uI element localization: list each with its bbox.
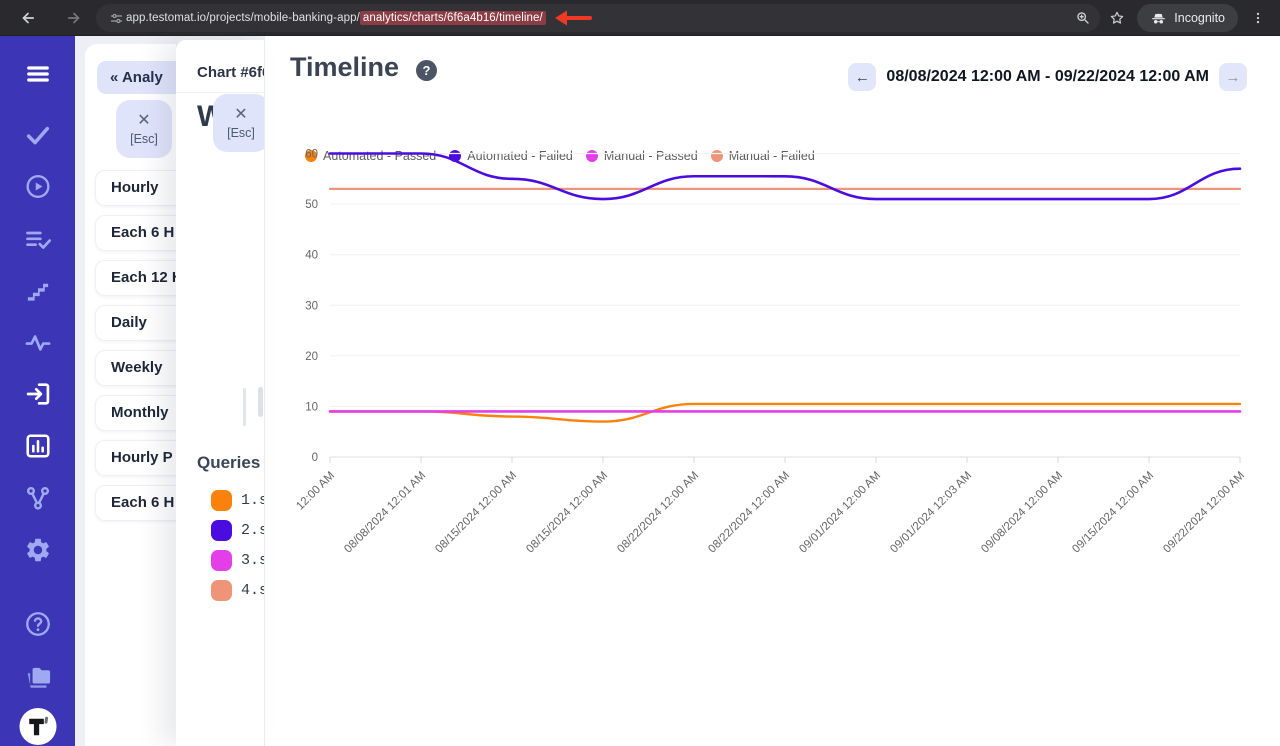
gear-icon[interactable] [24, 536, 52, 564]
branch-icon[interactable] [24, 484, 52, 512]
pulse-icon[interactable] [24, 329, 52, 357]
y-axis-tick-label: 0 [312, 452, 318, 464]
browser-toolbar: app.testomat.io/projects/mobile-banking-… [0, 0, 1280, 36]
query-row[interactable]: 4.s [211, 580, 264, 601]
close-icon: ✕ [234, 105, 248, 123]
x-axis-tick-label: 08/15/2024 12:00 AM [433, 470, 519, 556]
menu-icon[interactable] [23, 61, 53, 87]
prev-range-button[interactable]: ← [848, 63, 877, 91]
back-arrow-icon[interactable] [14, 4, 42, 32]
list-check-icon[interactable] [24, 226, 52, 254]
query-label: 2.s [241, 522, 264, 539]
app-sidebar [0, 36, 75, 746]
x-axis-tick-label: 08/22/2024 12:00 AM [706, 470, 792, 556]
url-text: app.testomat.io/projects/mobile-banking-… [126, 11, 546, 25]
y-axis-tick-label: 60 [305, 149, 318, 161]
kebab-menu-icon[interactable] [1244, 4, 1272, 32]
y-axis-tick-label: 40 [305, 250, 318, 262]
address-bar[interactable]: app.testomat.io/projects/mobile-banking-… [96, 4, 1100, 32]
esc-hint: [Esc] [227, 125, 255, 140]
x-axis-tick-label: 12:00 AM [294, 470, 337, 513]
back-pill-label: « Analy [110, 69, 163, 86]
query-color-swatch [211, 580, 232, 601]
date-range-nav: ← 08/08/2024 12:00 AM - 09/22/2024 12:00… [848, 63, 1247, 91]
query-color-swatch [211, 520, 232, 541]
x-axis-tick-label: 09/08/2024 12:00 AM [979, 470, 1065, 556]
query-color-swatch [211, 550, 232, 571]
chart-drawer: Chart #6f6 W ✕ [Esc] Queries 1.s2.s3.s4.… [176, 40, 265, 746]
y-axis-tick-label: 20 [305, 351, 318, 363]
testomat-logo[interactable] [18, 707, 57, 746]
y-axis-tick-label: 30 [305, 300, 318, 312]
sign-in-icon[interactable] [24, 380, 52, 408]
main-content: Timeline ? ← 08/08/2024 12:00 AM - 09/22… [265, 36, 1280, 746]
incognito-badge: Incognito [1137, 4, 1238, 32]
play-circle-icon[interactable] [24, 173, 51, 200]
query-color-swatch [211, 490, 232, 511]
check-icon[interactable] [24, 121, 52, 149]
x-axis-tick-label: 08/08/2024 12:01 AM [342, 470, 428, 556]
page-background: Timeline ? ← 08/08/2024 12:00 AM - 09/22… [75, 36, 1280, 746]
y-axis-tick-label: 50 [305, 199, 318, 211]
query-row[interactable]: 1.s [211, 490, 264, 511]
incognito-label: Incognito [1174, 11, 1225, 25]
zoom-icon[interactable] [1069, 4, 1097, 32]
query-label: 1.s [241, 492, 264, 509]
timeline-chart: 0 10 20 30 40 50 60 12:00 AM 08/08/2024 12:01 AM… [294, 149, 1247, 556]
red-annotation-arrow-icon [552, 9, 592, 27]
esc-hint: [Esc] [130, 131, 158, 146]
folder-icon[interactable] [23, 663, 52, 692]
incognito-icon [1152, 13, 1166, 24]
queries-title: Queries [197, 453, 261, 472]
series-line-automated-passed [328, 402, 1242, 423]
legend-dot-icon [305, 150, 317, 162]
query-label: 4.s [241, 582, 264, 599]
chart-legend: Automated - Passed Automated - Failed Manu… [305, 149, 815, 163]
help-icon[interactable] [24, 610, 52, 638]
x-axis-tick-label: 09/01/2024 12:00 AM [797, 470, 883, 556]
query-row[interactable]: 2.s [211, 520, 264, 541]
series-line-automated-failed [328, 152, 1242, 201]
queries-list: 1.s 2.s 3.s 4.s [211, 490, 264, 610]
page-title: Timeline [290, 52, 400, 82]
query-row[interactable]: 3.s [211, 550, 264, 571]
steps-icon[interactable] [24, 277, 51, 304]
help-badge-icon[interactable]: ? [416, 60, 437, 81]
x-axis-tick-label: 09/01/2024 12:03 AM [888, 470, 974, 556]
close-icon: ✕ [137, 111, 151, 129]
bar-chart-icon[interactable] [24, 432, 52, 460]
url-highlight: analytics/charts/6f6a4b16/timeline/ [359, 11, 546, 25]
legend-label: Manual - Failed [728, 149, 815, 163]
divider [176, 92, 264, 93]
site-settings-icon[interactable] [106, 4, 126, 32]
x-axis-tick-label: 08/15/2024 12:00 AM [524, 470, 610, 556]
chart-drawer-title: Chart #6f6 [197, 64, 265, 81]
close-drawer-button[interactable]: ✕ [Esc] [116, 100, 172, 158]
date-range-label: 08/08/2024 12:00 AM - 09/22/2024 12:00 A… [886, 68, 1209, 85]
close-chart-drawer-button[interactable]: ✕ [Esc] [213, 94, 264, 152]
scrollbar-thumb[interactable] [258, 387, 263, 417]
forward-arrow-icon[interactable] [60, 4, 88, 32]
scrollbar-thumb[interactable] [243, 388, 246, 426]
legend-label: Automated - Failed [467, 149, 573, 163]
y-axis-tick-label: 10 [305, 401, 318, 413]
x-axis-tick-label: 09/15/2024 12:00 AM [1070, 470, 1156, 556]
bookmark-star-icon[interactable] [1103, 4, 1131, 32]
legend-label: Manual - Passed [603, 149, 698, 163]
next-range-button[interactable]: → [1219, 63, 1247, 91]
x-axis-tick-label: 08/22/2024 12:00 AM [615, 470, 701, 556]
x-axis-tick-label: 09/22/2024 12:00 AM [1161, 470, 1247, 556]
query-label: 3.s [241, 552, 264, 569]
